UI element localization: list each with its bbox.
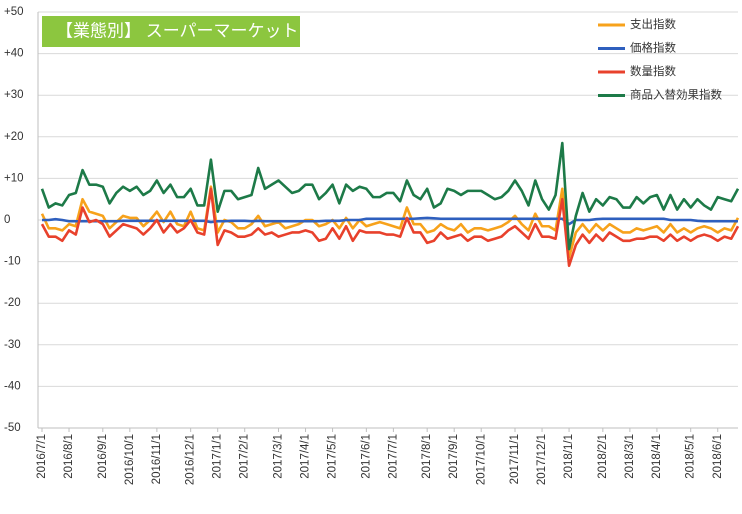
legend-label: 数量指数 <box>630 64 676 78</box>
x-tick-label: 2018/2/1 <box>597 434 609 479</box>
y-tick-label: +10 <box>4 172 24 184</box>
y-tick-label: +30 <box>4 89 24 101</box>
x-tick-label: 2017/3/1 <box>273 434 285 479</box>
y-tick-label: +20 <box>4 131 24 143</box>
series-line <box>40 185 740 259</box>
legend-label: 商品入替効果指数 <box>630 88 722 102</box>
x-tick-label: 2017/7/1 <box>387 434 399 479</box>
chart-title: 【業態別】 スーパーマーケット <box>56 21 299 40</box>
x-tick-label: 2016/8/1 <box>63 434 75 479</box>
y-tick-label: +50 <box>4 6 24 18</box>
x-tick-label: 2017/2/1 <box>239 434 251 479</box>
series-line <box>40 141 740 251</box>
x-tick-label: 2018/5/1 <box>685 434 697 479</box>
x-tick-label: 2017/10/1 <box>475 434 487 485</box>
x-tick-label: 2017/6/1 <box>360 434 372 479</box>
x-tick-label: 2016/9/1 <box>97 434 109 479</box>
series-line <box>40 187 740 268</box>
x-tick-label: 2016/7/1 <box>36 434 48 479</box>
x-tick-label: 2017/5/1 <box>327 434 339 479</box>
y-tick-label: -10 <box>4 256 21 268</box>
x-tick-label: 2017/12/1 <box>536 434 548 485</box>
y-tick-label: +40 <box>4 48 24 60</box>
legend-label: 支出指数 <box>630 17 676 31</box>
x-tick-label: 2018/6/1 <box>712 434 724 479</box>
y-tick-label: -50 <box>4 422 21 434</box>
y-tick-label: -40 <box>4 380 21 392</box>
x-tick-label: 2016/11/1 <box>151 434 163 484</box>
x-tick-label: 2016/12/1 <box>185 434 197 485</box>
x-tick-label: 2016/10/1 <box>124 434 136 485</box>
x-tick-label: 2018/3/1 <box>624 434 636 479</box>
x-tick-label: 2018/1/1 <box>563 434 575 479</box>
y-tick-label: 0 <box>4 214 10 226</box>
y-tick-label: -30 <box>4 339 21 351</box>
x-tick-label: 2017/9/1 <box>448 434 460 479</box>
x-tick-label: 2018/4/1 <box>651 434 663 479</box>
x-tick-label: 2017/4/1 <box>300 434 312 479</box>
x-tick-label: 2017/1/1 <box>212 434 224 479</box>
title-box <box>42 16 300 47</box>
legend-label: 価格指数 <box>630 41 676 55</box>
x-tick-label: 2017/8/1 <box>421 434 433 479</box>
y-tick-label: -20 <box>4 297 21 309</box>
x-tick-label: 2017/11/1 <box>509 434 521 484</box>
